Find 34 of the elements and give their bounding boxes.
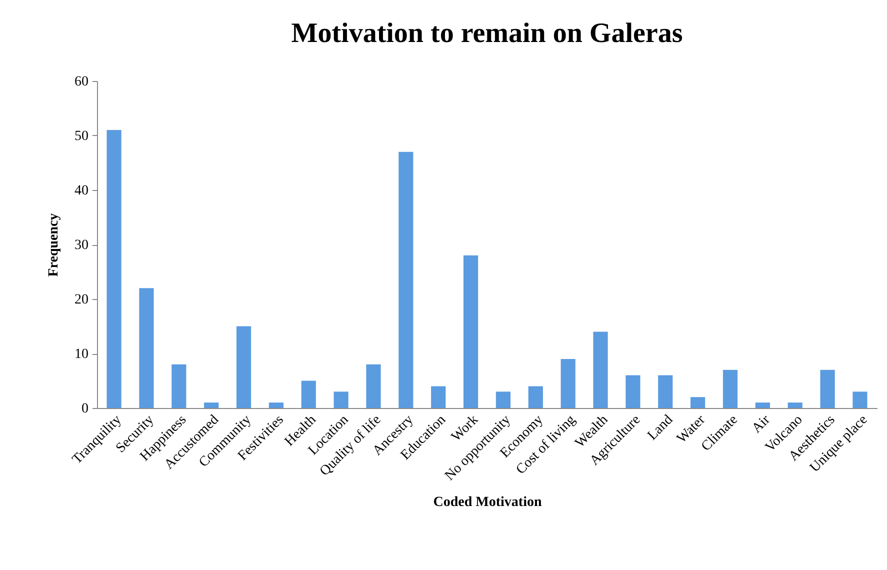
y-tick-label: 10 (74, 347, 88, 362)
y-tick-label: 30 (74, 238, 88, 253)
bar (236, 326, 252, 408)
x-axis-title: Coded Motivation (433, 495, 542, 510)
y-tick-label: 60 (74, 74, 88, 90)
bar (301, 380, 316, 408)
bar (528, 386, 543, 408)
bar (106, 130, 122, 408)
y-tick-label: 0 (82, 402, 88, 416)
bar (204, 402, 219, 408)
bar (463, 255, 478, 408)
bar (334, 392, 348, 408)
y-tick-label: 40 (74, 184, 88, 198)
bar (366, 364, 381, 408)
bar (755, 402, 770, 408)
bar (431, 386, 446, 408)
bar (560, 358, 576, 408)
bar (722, 370, 738, 408)
bar (820, 370, 835, 408)
bar (658, 375, 673, 408)
bar (496, 392, 511, 408)
bar (593, 332, 608, 408)
bar (139, 288, 154, 408)
y-tick-label: 50 (74, 129, 88, 144)
bar (788, 402, 802, 408)
bar (398, 152, 414, 408)
chart-title: Motivation to remain on Galeras (291, 18, 683, 49)
bar (626, 375, 640, 408)
y-tick-label: 20 (74, 292, 88, 308)
bar (690, 397, 706, 408)
bar (852, 392, 868, 408)
y-axis-title: Frequency (46, 213, 62, 277)
bar (172, 364, 186, 408)
bar (268, 402, 284, 408)
